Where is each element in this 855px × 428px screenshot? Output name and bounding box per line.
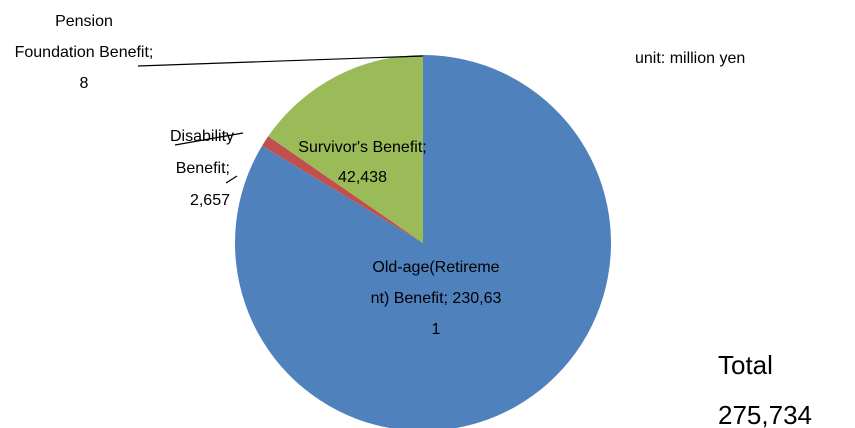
leader-line [137,55,424,67]
unit-note: unit: million yen [635,50,746,67]
data-label: Survivor's Benefit; 42,438 [298,139,427,186]
total-note: Total 275,734 [718,350,812,428]
leader-line [225,175,238,184]
pie-slice [235,55,612,428]
pie-slice [262,136,423,243]
data-label: Disability Benefit; 2,657 [170,128,235,209]
pie-slice [268,55,423,244]
leader-line [174,132,244,146]
data-label: Pension Foundation Benefit; 8 [14,13,154,92]
data-label: Old-age(Retirement) Benefit; 230,631 [370,259,502,338]
